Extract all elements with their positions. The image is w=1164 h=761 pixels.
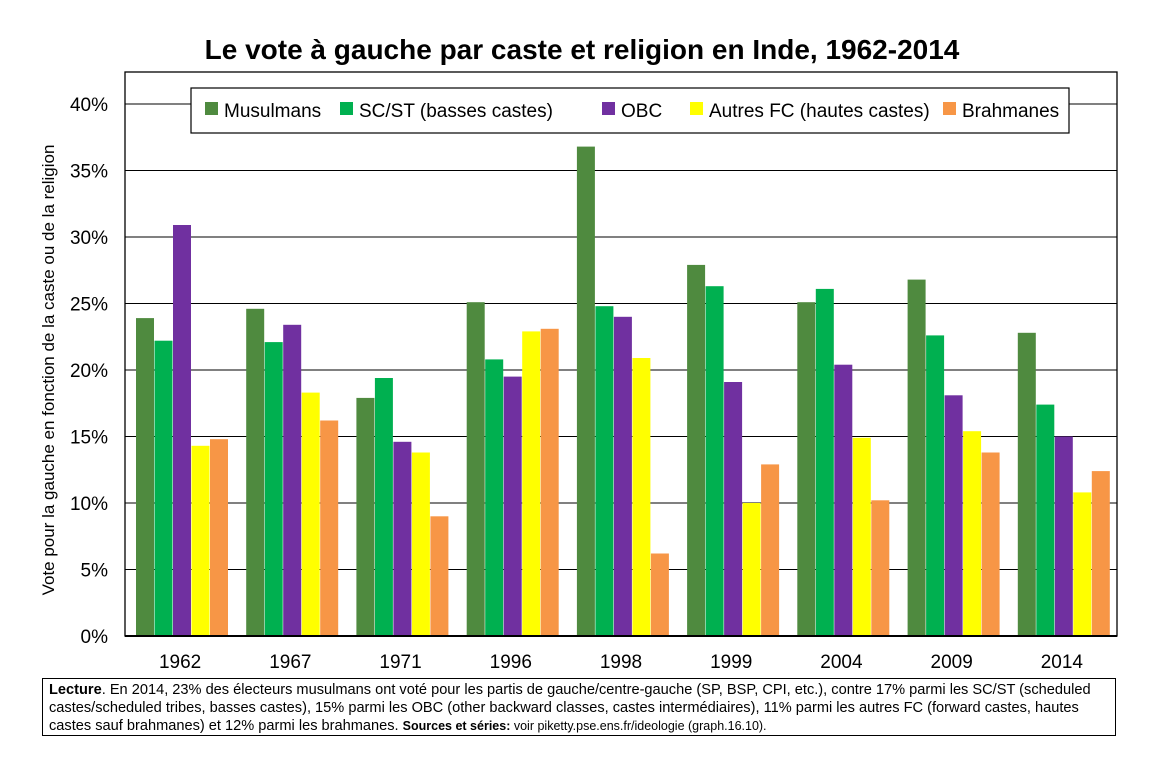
bar xyxy=(834,364,853,636)
y-tick-label: 20% xyxy=(70,361,108,382)
bar xyxy=(761,464,780,636)
bar xyxy=(540,328,559,636)
x-tick-label: 2004 xyxy=(820,652,863,673)
bar xyxy=(320,420,339,636)
bar xyxy=(797,302,816,636)
bar xyxy=(613,316,632,636)
x-tick-label: 1971 xyxy=(379,652,421,673)
legend-box xyxy=(190,87,1070,134)
bar xyxy=(1054,436,1073,636)
bar xyxy=(430,516,449,636)
bar xyxy=(687,264,706,636)
bar xyxy=(1017,332,1036,636)
bar xyxy=(724,382,743,636)
bar xyxy=(154,340,173,636)
note-lead-label: Lecture xyxy=(49,682,102,698)
bar xyxy=(871,500,890,636)
bars xyxy=(136,146,1110,636)
y-tick-label: 15% xyxy=(70,428,108,449)
sources-text: voir piketty.pse.ens.fr/ideologie (graph… xyxy=(510,719,767,733)
legend-swatch xyxy=(943,102,956,115)
bar xyxy=(393,441,412,636)
y-tick-label: 5% xyxy=(81,561,109,582)
bar xyxy=(264,342,283,636)
bar xyxy=(246,308,265,636)
bar xyxy=(411,452,430,636)
legend-label: Autres FC (hautes castes) xyxy=(709,101,930,122)
legend-swatch xyxy=(205,102,218,115)
bar xyxy=(576,146,595,636)
bar xyxy=(981,452,1000,636)
bar xyxy=(1036,404,1055,636)
bar xyxy=(742,503,761,636)
x-tick-label: 1996 xyxy=(490,652,532,673)
y-tick-label: 10% xyxy=(70,494,108,515)
bar xyxy=(191,445,210,636)
note-text: . En 2014, 23% des électeurs musulmans o… xyxy=(49,682,1091,734)
legend-label: SC/ST (basses castes) xyxy=(359,101,553,122)
x-tick-label: 1962 xyxy=(159,652,201,673)
legend-swatch xyxy=(340,102,353,115)
bar xyxy=(907,279,926,636)
y-tick-label: 25% xyxy=(70,295,108,316)
y-tick-label: 0% xyxy=(81,627,109,648)
chart-title: Le vote à gauche par caste et religion e… xyxy=(204,34,960,65)
legend-swatch xyxy=(690,102,703,115)
legend-label: OBC xyxy=(621,101,662,122)
bar xyxy=(650,553,669,636)
bar-chart: 0% 5% 10% 15% 20% 25% 30% 35% 40% 1962 1967 1971 199… xyxy=(39,71,1118,673)
bar xyxy=(356,397,375,636)
bar xyxy=(944,395,963,636)
bar xyxy=(466,302,485,636)
x-tick-label: 1999 xyxy=(710,652,752,673)
y-tick-label: 30% xyxy=(70,228,108,249)
legend-swatch xyxy=(602,102,615,115)
legend-label: Musulmans xyxy=(224,101,321,122)
bar xyxy=(522,331,541,636)
y-tick-label: 35% xyxy=(70,162,108,183)
x-tick-label: 1967 xyxy=(269,652,311,673)
bar xyxy=(485,359,504,636)
y-tick-label: 40% xyxy=(70,95,108,116)
bar xyxy=(503,376,522,636)
bar xyxy=(815,288,834,636)
bar xyxy=(963,431,982,636)
bar xyxy=(283,324,302,636)
bar xyxy=(595,306,614,636)
legend: Musulmans SC/ST (basses castes) OBC Autres … xyxy=(190,87,1070,134)
legend-label: Brahmanes xyxy=(962,101,1059,122)
x-tick-label: 2014 xyxy=(1041,652,1084,673)
bar xyxy=(301,392,320,636)
bar xyxy=(173,225,191,636)
bar xyxy=(852,437,871,636)
x-tick-label: 2009 xyxy=(931,652,973,673)
bar xyxy=(1091,471,1110,636)
bar xyxy=(632,358,651,636)
x-tick-label: 1998 xyxy=(600,652,642,673)
bar xyxy=(926,335,945,636)
bar xyxy=(374,378,393,636)
bar xyxy=(210,439,228,636)
bar xyxy=(1073,492,1092,636)
sources-label: Sources et séries: xyxy=(402,719,511,733)
bar xyxy=(136,318,154,636)
y-axis-label: Vote pour la gauche en fonction de la ca… xyxy=(39,145,58,596)
bar xyxy=(705,286,724,636)
reading-note: Lecture. En 2014, 23% des électeurs musu… xyxy=(42,678,1116,736)
axes: 0% 5% 10% 15% 20% 25% 30% 35% 40% 1962 1967 1971 199… xyxy=(39,71,1118,673)
